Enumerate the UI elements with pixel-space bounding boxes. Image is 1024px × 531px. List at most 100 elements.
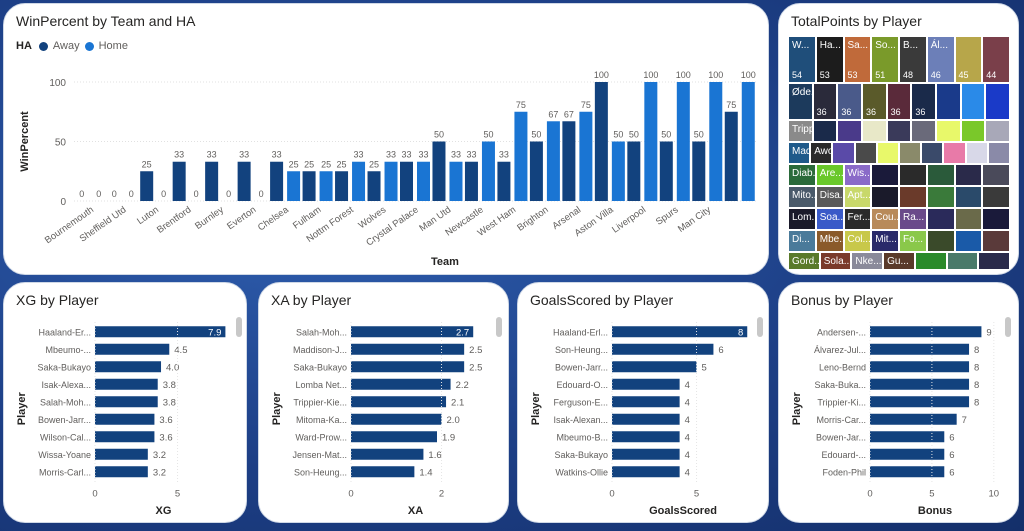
treemap-tile[interactable] [983, 165, 1009, 185]
treemap-tile[interactable]: Apt... [844, 187, 871, 207]
bar[interactable] [612, 431, 680, 443]
treemap-tile[interactable]: Soa... [816, 209, 843, 229]
bar[interactable] [612, 466, 680, 478]
bar[interactable] [870, 361, 970, 373]
bar-home[interactable] [384, 161, 398, 201]
treemap-tile[interactable] [927, 231, 954, 251]
bar-away[interactable] [205, 161, 219, 201]
treemap-tile[interactable] [955, 187, 982, 207]
treemap-tile[interactable]: Fo... [900, 231, 926, 251]
xa-card[interactable]: XA by Player Player Salah-Moh... 2.7 Maddis… [258, 282, 509, 523]
treemap-tile[interactable] [838, 121, 861, 141]
treemap-tile[interactable] [986, 84, 1009, 119]
bar[interactable] [870, 466, 945, 478]
treemap-tile[interactable] [813, 121, 837, 141]
bar[interactable] [351, 413, 442, 425]
bar-home[interactable] [417, 161, 430, 201]
treemap-tile[interactable] [927, 165, 954, 185]
treemap-tile[interactable]: Disa... [816, 187, 843, 207]
bonus-scrollbar[interactable] [1005, 317, 1011, 337]
bar[interactable] [95, 466, 148, 478]
bar[interactable] [95, 396, 158, 408]
treemap-tile[interactable] [955, 165, 982, 185]
bonus-card[interactable]: Bonus by Player Player Andersen-... 9 Álvar… [778, 282, 1019, 523]
treemap-tile[interactable] [833, 143, 854, 163]
bar[interactable] [612, 326, 748, 338]
goals-card[interactable]: GoalsScored by Player Player Haaland-Erl.… [517, 282, 769, 523]
bar[interactable] [870, 396, 970, 408]
bar[interactable] [351, 431, 437, 443]
bar[interactable] [95, 413, 155, 425]
bar-away[interactable] [302, 171, 316, 201]
bar[interactable] [351, 378, 451, 390]
treemap-tile[interactable] [961, 121, 985, 141]
treemap-tile[interactable]: Are... [816, 165, 843, 185]
treemap-tile[interactable]: Mito... [789, 187, 815, 207]
treemap-tile[interactable] [966, 143, 987, 163]
treemap-tile[interactable] [947, 253, 978, 269]
treemap-tile[interactable] [937, 84, 960, 119]
treemap-tile[interactable] [944, 143, 965, 163]
bar-home[interactable] [287, 171, 301, 201]
treemap-tile[interactable]: Mit... [872, 231, 898, 251]
treemap-tile[interactable] [900, 143, 921, 163]
treemap-tile[interactable]: Awo... [811, 143, 832, 163]
treemap-tile[interactable]: Gu... [884, 253, 914, 269]
treemap-tile[interactable]: Sola... [820, 253, 851, 269]
treemap-tile[interactable]: W... 54 [789, 37, 815, 82]
treemap-tile[interactable]: Tripp... [789, 121, 812, 141]
bonus-chart[interactable]: Player Andersen-... 9 Álvarez-Jul... 8 Leno-B… [779, 283, 1019, 523]
bar[interactable] [612, 413, 680, 425]
treemap-tile[interactable]: Wis... [844, 165, 871, 185]
treemap-tile[interactable]: 36 [887, 84, 911, 119]
bar[interactable] [95, 361, 162, 373]
bar[interactable] [95, 378, 158, 390]
treemap-tile[interactable]: Cou... [872, 209, 898, 229]
treemap-tile[interactable]: Mbe... [816, 231, 843, 251]
treemap-tile[interactable]: Ál... 46 [927, 37, 954, 82]
legend-away-label[interactable]: Away [52, 40, 80, 52]
bar-home[interactable] [709, 82, 723, 201]
treemap-tile[interactable] [915, 253, 946, 269]
treemap-tile[interactable] [961, 84, 985, 119]
bar-away[interactable] [270, 161, 284, 201]
bar[interactable] [95, 448, 148, 460]
bar-home[interactable] [514, 111, 528, 201]
treemap-tile[interactable]: Col... [844, 231, 871, 251]
bar[interactable] [870, 431, 945, 443]
treemap-tile[interactable] [900, 165, 926, 185]
treemap-tile[interactable] [983, 209, 1009, 229]
bar[interactable] [612, 343, 714, 355]
bar-home[interactable] [611, 141, 625, 202]
bar-away[interactable] [562, 121, 576, 201]
bar-away[interactable] [237, 161, 251, 201]
treemap-tile[interactable]: Sa... 53 [844, 37, 871, 82]
bar-home[interactable] [449, 161, 463, 201]
treemap-tile[interactable] [979, 253, 1009, 269]
treemap-tile[interactable]: Nke... [852, 253, 883, 269]
bar-away[interactable] [594, 82, 608, 201]
bar[interactable] [351, 466, 415, 478]
goals-scrollbar[interactable] [757, 317, 763, 337]
treemap-tile[interactable]: Di... [789, 231, 815, 251]
bar-away[interactable] [400, 161, 413, 201]
legend-home-label[interactable]: Home [98, 40, 128, 52]
treemap-tile[interactable] [855, 143, 876, 163]
treemap-tile[interactable] [887, 121, 911, 141]
bar-home[interactable] [741, 82, 755, 201]
bar[interactable] [870, 343, 970, 355]
bar-away[interactable] [627, 141, 641, 202]
xg-card[interactable]: XG by Player Player Haaland-Er... 7.9 Mbeum… [3, 282, 247, 523]
bar-away[interactable] [529, 141, 543, 202]
treemap-tile[interactable] [983, 231, 1009, 251]
bar-home[interactable] [319, 171, 333, 201]
treemap-tile[interactable] [877, 143, 898, 163]
bar[interactable] [612, 448, 680, 460]
bar-away[interactable] [692, 141, 706, 202]
treemap-tile[interactable]: 36 [813, 84, 837, 119]
treemap-tile[interactable] [986, 121, 1009, 141]
treemap-tile[interactable] [983, 187, 1009, 207]
treemap-tile[interactable] [937, 121, 960, 141]
bar-away[interactable] [464, 161, 478, 201]
